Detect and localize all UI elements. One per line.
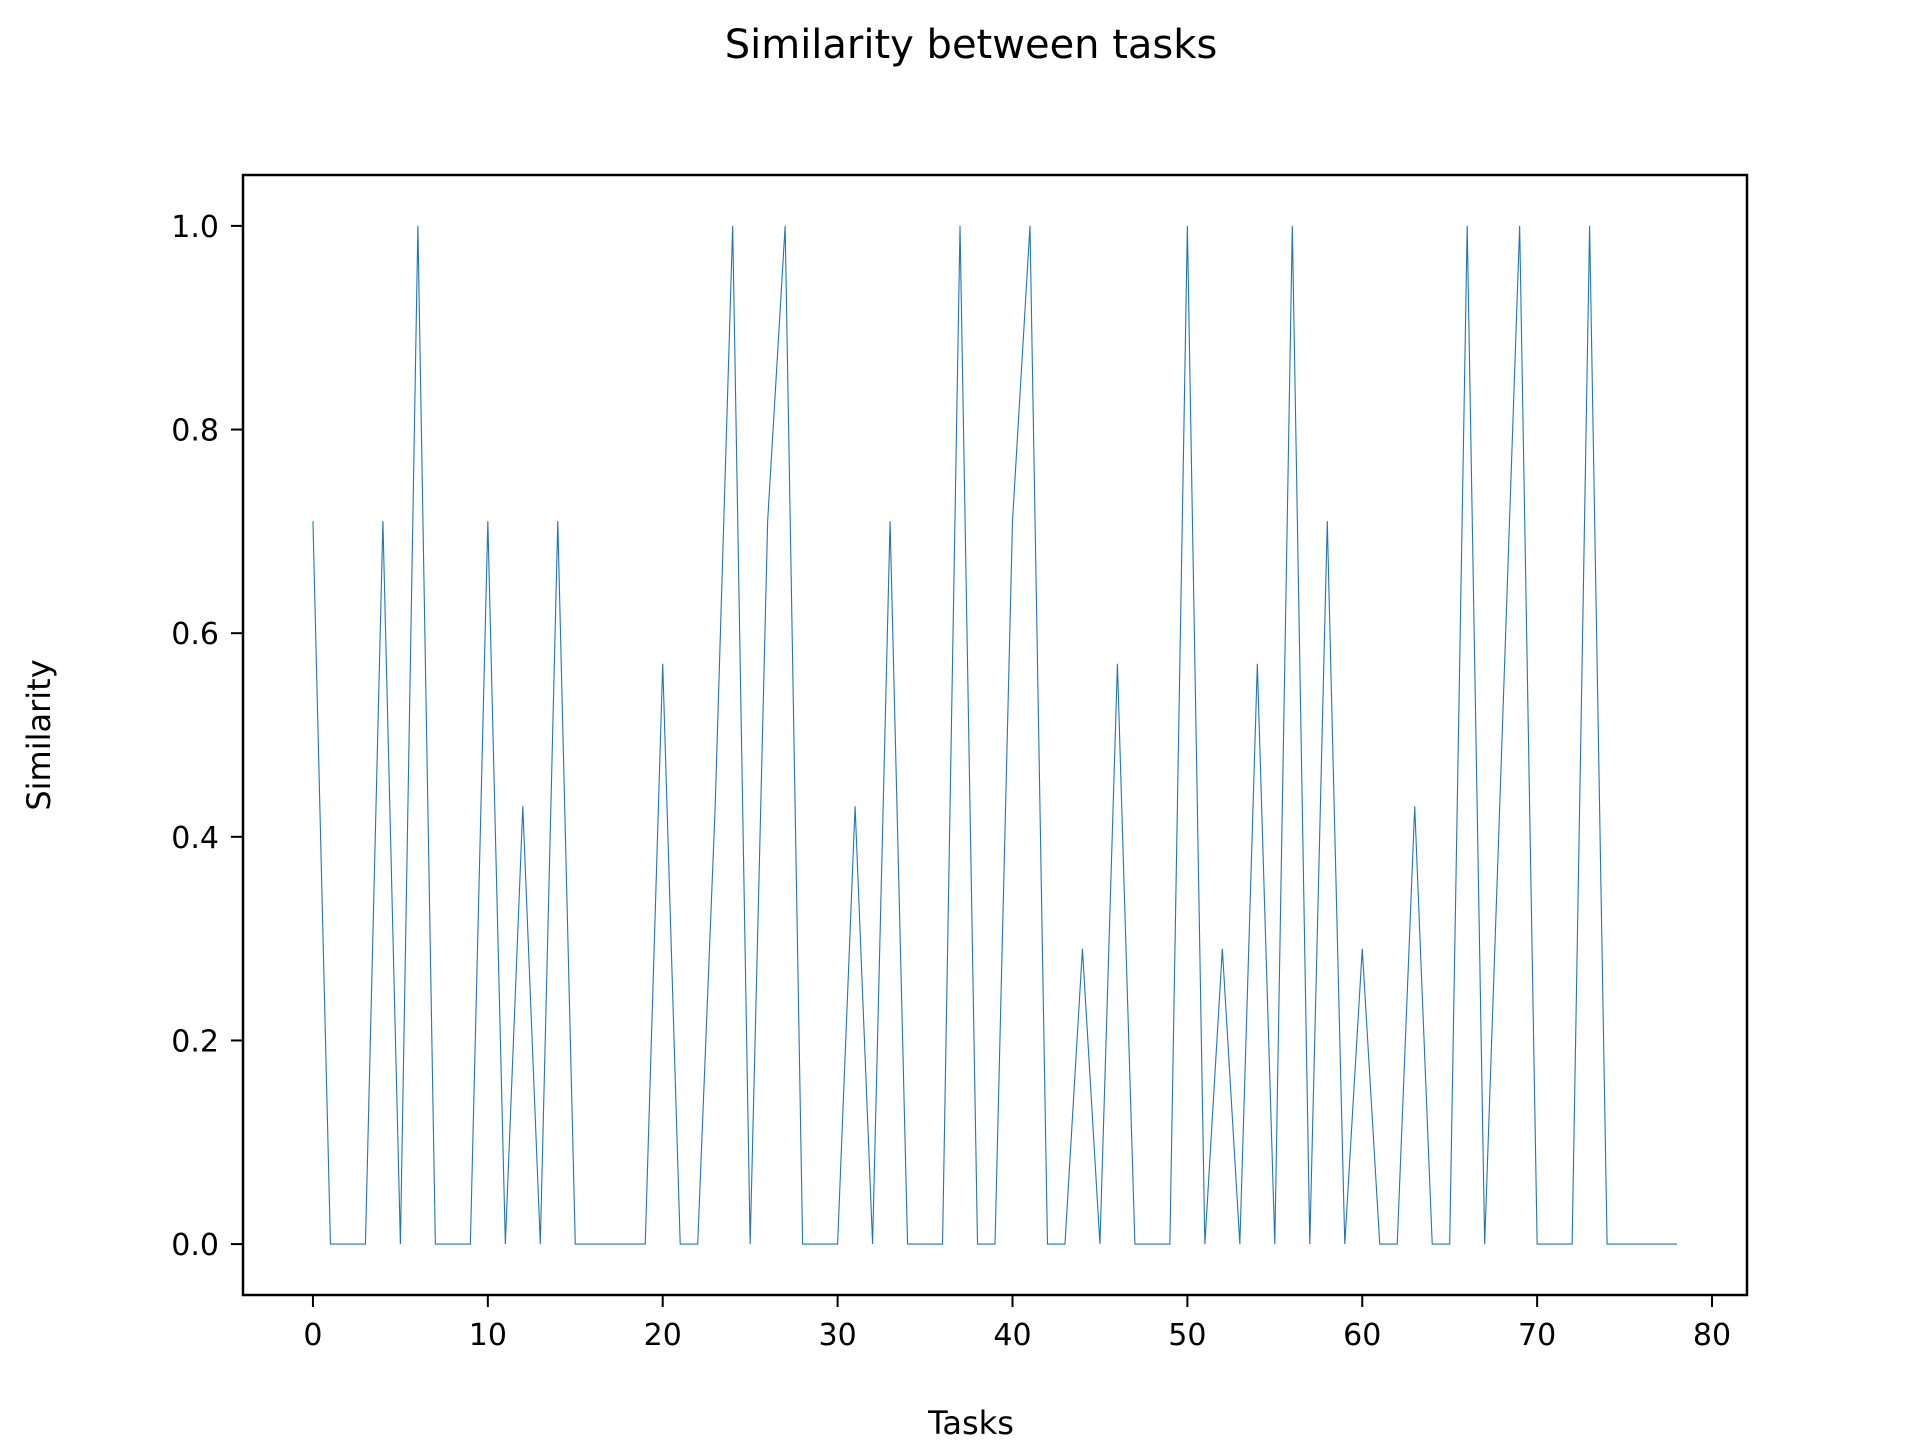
plot-frame <box>241 173 1749 1297</box>
y-tick-label: 0.4 <box>171 821 219 856</box>
x-tick-label: 40 <box>993 1318 1031 1353</box>
x-axis-label: Tasks <box>927 1404 1014 1440</box>
y-tick-label: 0.2 <box>171 1024 219 1059</box>
x-tick-label: 50 <box>1168 1318 1206 1353</box>
x-tick-label: 30 <box>819 1318 857 1353</box>
x-tick-label: 80 <box>1693 1318 1731 1353</box>
y-tick-label: 1.0 <box>171 210 219 245</box>
y-tick-label: 0.6 <box>171 617 219 652</box>
y-axis: 0.0 0.2 0.4 0.6 0.8 1.0 <box>171 210 243 1263</box>
x-tick-label: 10 <box>469 1318 507 1353</box>
plot-area <box>312 225 1678 1245</box>
y-tick-label: 0.8 <box>171 414 219 449</box>
series-line-0 <box>312 225 1678 1245</box>
x-tick-label: 60 <box>1343 1318 1381 1353</box>
y-tick-label: 0.0 <box>171 1228 219 1263</box>
chart-title: Similarity between tasks <box>725 22 1218 68</box>
x-tick-label: 20 <box>644 1318 682 1353</box>
x-axis: 0 10 20 30 40 50 60 70 80 <box>303 1295 1731 1353</box>
x-tick-label: 70 <box>1518 1318 1556 1353</box>
y-axis-label: Similarity <box>20 659 58 810</box>
x-tick-label: 0 <box>303 1318 322 1353</box>
